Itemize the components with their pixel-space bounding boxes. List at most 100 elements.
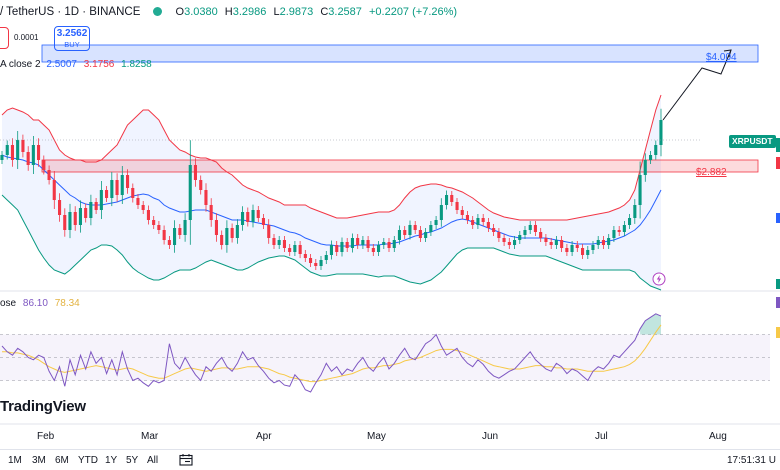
- low-key: L: [273, 6, 280, 18]
- bb-value-2: 3.1756: [83, 59, 115, 70]
- candle-body: [335, 245, 339, 252]
- bb-fill-area: [2, 95, 661, 290]
- clock[interactable]: 17:51:31 U: [727, 455, 776, 466]
- candle-body: [131, 188, 135, 198]
- price-zone-blue: [41, 44, 759, 63]
- close-value: 3.2587: [328, 6, 362, 18]
- price-scale-marker-teal: [776, 279, 780, 289]
- candle-body: [42, 160, 46, 170]
- candle-body: [544, 238, 548, 242]
- candle-body: [183, 220, 187, 235]
- range-all-button[interactable]: All: [147, 455, 159, 466]
- range-3m-button[interactable]: 3M: [32, 455, 46, 466]
- rsi-scale-marker-purple: [776, 297, 780, 308]
- candle-body: [288, 248, 292, 252]
- month-label: Aug: [709, 431, 727, 442]
- range-1m-button[interactable]: 1M: [8, 455, 22, 466]
- candle-body: [397, 230, 401, 240]
- buy-label: BUY: [64, 40, 80, 49]
- candle-body: [371, 248, 375, 252]
- candle-body: [513, 240, 517, 245]
- bollinger-legend[interactable]: A close 2 2.5007 3.1756 1.8258: [0, 59, 152, 70]
- candles-group: [0, 108, 663, 270]
- candle-body: [5, 145, 9, 155]
- candle-body: [78, 208, 82, 225]
- candle-body: [654, 145, 658, 155]
- candle-body: [408, 225, 412, 235]
- buy-button[interactable]: 3.2562 BUY: [54, 26, 90, 51]
- candle-body: [549, 242, 553, 245]
- candle-body: [251, 210, 255, 222]
- range-6m-button[interactable]: 6M: [55, 455, 69, 466]
- candle-body: [502, 238, 506, 242]
- candle-body: [94, 202, 98, 210]
- change-value: +0.2207 (+7.26%): [368, 6, 458, 18]
- spread-value: 0.0001: [14, 33, 39, 42]
- candle-body: [141, 205, 145, 210]
- candle-body: [272, 238, 276, 245]
- range-ytd-button[interactable]: YTD: [78, 455, 98, 466]
- candle-body: [361, 240, 365, 245]
- candle-body: [235, 225, 239, 238]
- candle-body: [591, 245, 595, 250]
- market-open-icon: [153, 7, 163, 16]
- candle-body: [581, 248, 585, 255]
- rsi-line: [1, 313, 662, 393]
- candle-body: [539, 232, 543, 238]
- buy-price: 3.2562: [56, 28, 88, 39]
- candle-body: [267, 225, 271, 238]
- candle-body: [225, 228, 229, 245]
- range-5y-button[interactable]: 5Y: [126, 455, 139, 466]
- range-1y-button[interactable]: 1Y: [105, 455, 118, 466]
- sell-button[interactable]: [0, 27, 9, 49]
- candle-body: [324, 255, 328, 260]
- month-label: Jul: [595, 431, 608, 442]
- candle-body: [486, 222, 490, 228]
- candle-body: [523, 230, 527, 235]
- candle-body: [528, 225, 532, 230]
- candle-body: [387, 242, 391, 248]
- candle-body: [628, 218, 632, 225]
- candle-body: [633, 205, 637, 218]
- candle-body: [256, 210, 260, 218]
- candle-body: [643, 160, 647, 175]
- candle-body: [84, 208, 88, 218]
- rsi-legend[interactable]: ose 86.10 78.34: [0, 298, 80, 309]
- candle-body: [586, 250, 590, 255]
- rsi-ma-value: 78.34: [54, 298, 80, 309]
- candle-body: [659, 120, 663, 145]
- candle-body: [298, 245, 302, 254]
- candle-body: [492, 228, 496, 232]
- symbol-price-badge: XRPUSDT: [729, 135, 776, 148]
- candle-body: [214, 220, 218, 235]
- candle-body: [329, 245, 333, 255]
- candle-body: [10, 145, 14, 160]
- candle-body: [110, 180, 114, 198]
- candle-body: [209, 205, 213, 220]
- candle-body: [115, 180, 119, 195]
- close-key: C: [320, 6, 329, 18]
- candle-body: [638, 175, 642, 205]
- candle-body: [21, 140, 25, 152]
- calendar-icon[interactable]: [179, 453, 193, 466]
- candle-body: [73, 212, 77, 225]
- symbol-title[interactable]: / TetherUS · 1D · BINANCE: [0, 6, 141, 18]
- candle-body: [309, 258, 313, 263]
- rsi-scale-marker-yellow: [776, 327, 780, 338]
- candle-body: [314, 263, 318, 266]
- candle-body: [507, 242, 511, 245]
- candle-body: [178, 228, 182, 235]
- tradingview-logo[interactable]: TradingView: [0, 398, 86, 415]
- month-label: Apr: [256, 431, 272, 442]
- symbol-legend[interactable]: / TetherUS · 1D · BINANCE O3.0380 H3.298…: [0, 6, 461, 18]
- lightning-icon[interactable]: [652, 272, 666, 286]
- candle-body: [136, 198, 140, 205]
- candle-body: [89, 202, 93, 218]
- candle-body: [392, 240, 396, 248]
- candle-body: [570, 245, 574, 252]
- rsi-pane: [0, 313, 770, 393]
- candle-body: [413, 225, 417, 230]
- candle-body: [199, 180, 203, 190]
- bb-indicator-name: A close 2: [0, 59, 41, 70]
